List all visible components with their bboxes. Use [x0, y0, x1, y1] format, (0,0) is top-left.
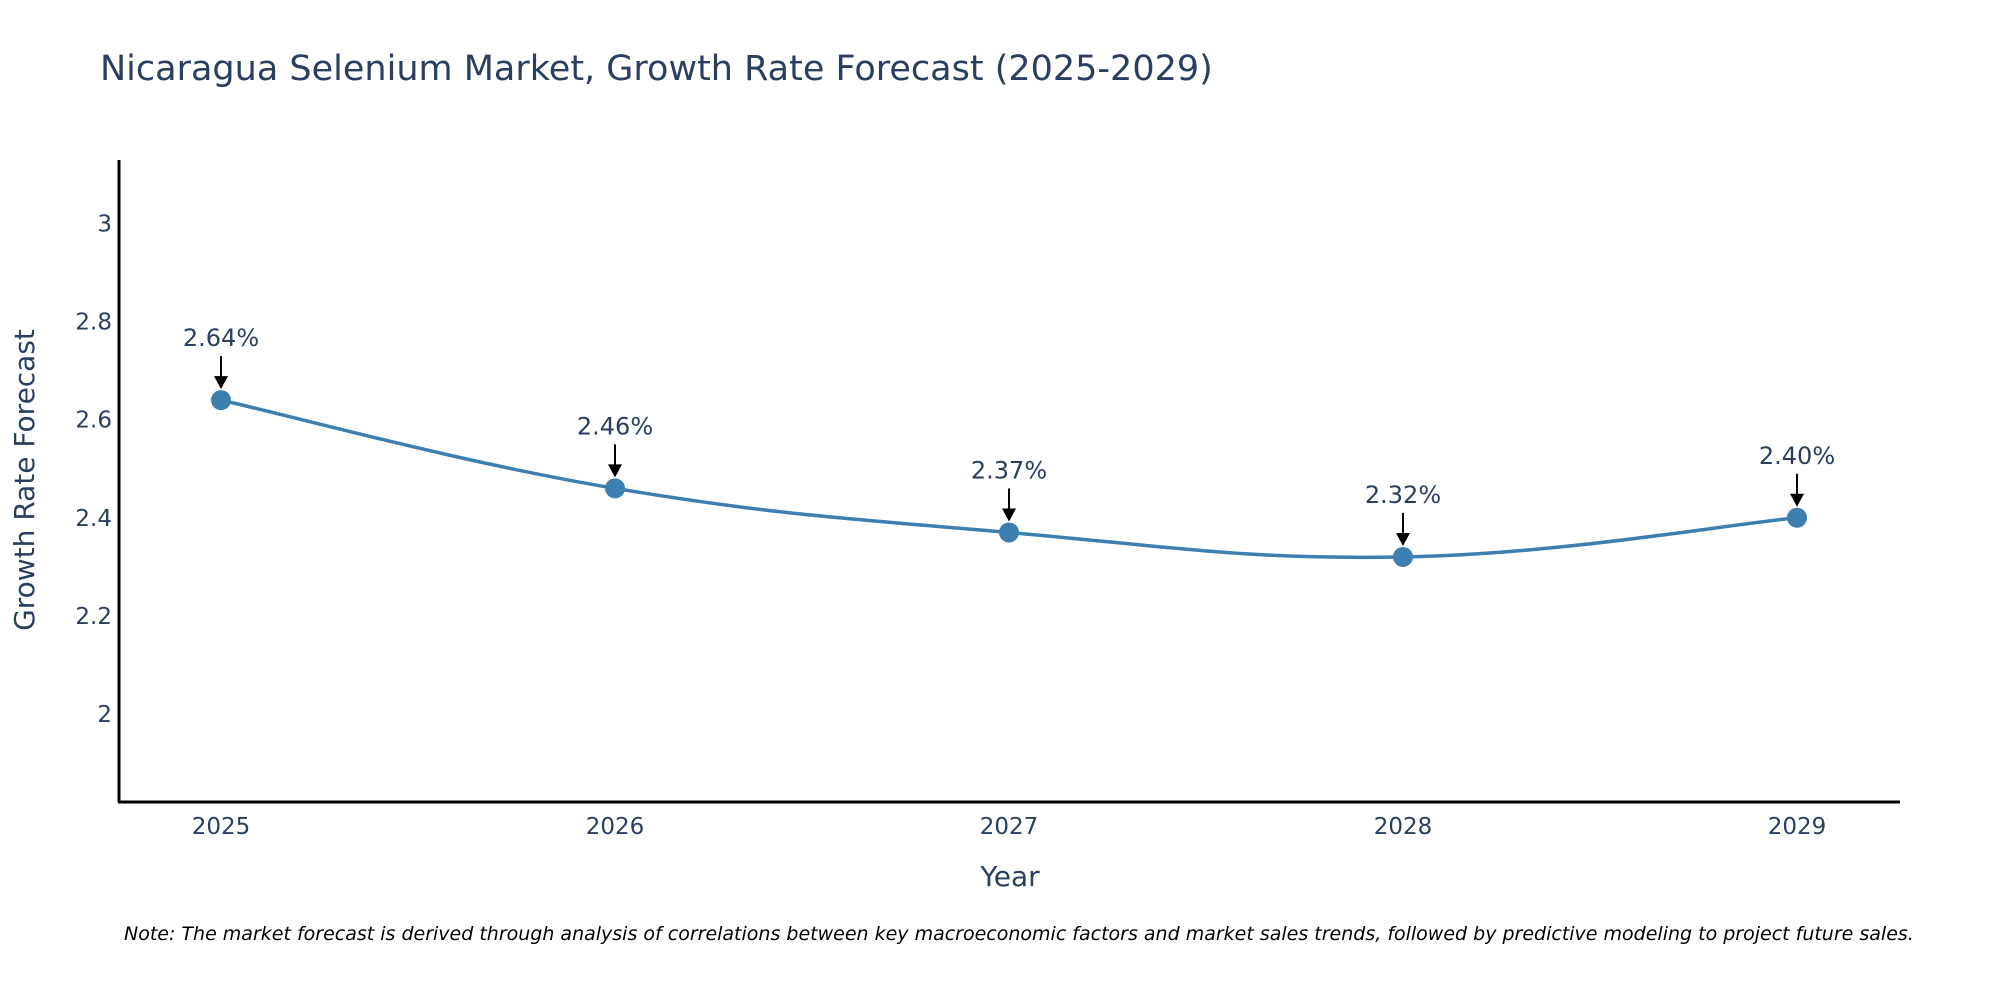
y-tick-label: 2.4	[75, 506, 112, 532]
x-tick-label: 2025	[192, 814, 251, 840]
data-label: 2.32%	[1365, 481, 1441, 509]
x-axis-ticks: 2025 2026 2027 2028 2029	[192, 814, 1827, 840]
data-point-2028[interactable]	[1393, 546, 1413, 567]
x-axis-title: Year	[979, 860, 1040, 893]
y-axis-title: Growth Rate Forecast	[8, 329, 41, 631]
y-axis-ticks: 2 2.2 2.4 2.6 2.8 3	[75, 212, 112, 728]
annotation-arrow-head	[1396, 532, 1410, 546]
x-tick-label: 2029	[1768, 814, 1827, 840]
data-point-2029[interactable]	[1787, 507, 1807, 528]
annotation-arrow-head	[608, 464, 622, 478]
annotation-arrow-head	[1790, 493, 1804, 507]
y-tick-label: 2	[97, 702, 112, 728]
annotation-arrow-head	[1002, 508, 1016, 522]
data-point-2027[interactable]	[999, 522, 1019, 543]
data-points	[211, 390, 1807, 567]
y-tick-label: 2.8	[75, 310, 112, 336]
x-tick-label: 2027	[980, 814, 1039, 840]
x-tick-label: 2026	[586, 814, 645, 840]
y-tick-label: 3	[97, 212, 112, 238]
data-label-annotations: 2.64% 2.46% 2.37% 2.32% 2.40%	[183, 324, 1835, 546]
chart-title: Nicaragua Selenium Market, Growth Rate F…	[100, 49, 1213, 89]
x-tick-label: 2028	[1374, 814, 1433, 840]
data-point-2025[interactable]	[211, 390, 231, 411]
y-tick-label: 2.2	[75, 604, 112, 630]
data-point-2026[interactable]	[605, 478, 625, 499]
data-label: 2.46%	[577, 412, 653, 440]
y-tick-label: 2.6	[75, 408, 112, 434]
data-label: 2.37%	[971, 456, 1047, 484]
data-label: 2.64%	[183, 324, 259, 352]
annotation-arrow-head	[214, 376, 228, 390]
data-label: 2.40%	[1759, 442, 1835, 470]
footnote: Note: The market forecast is derived thr…	[124, 923, 1914, 945]
